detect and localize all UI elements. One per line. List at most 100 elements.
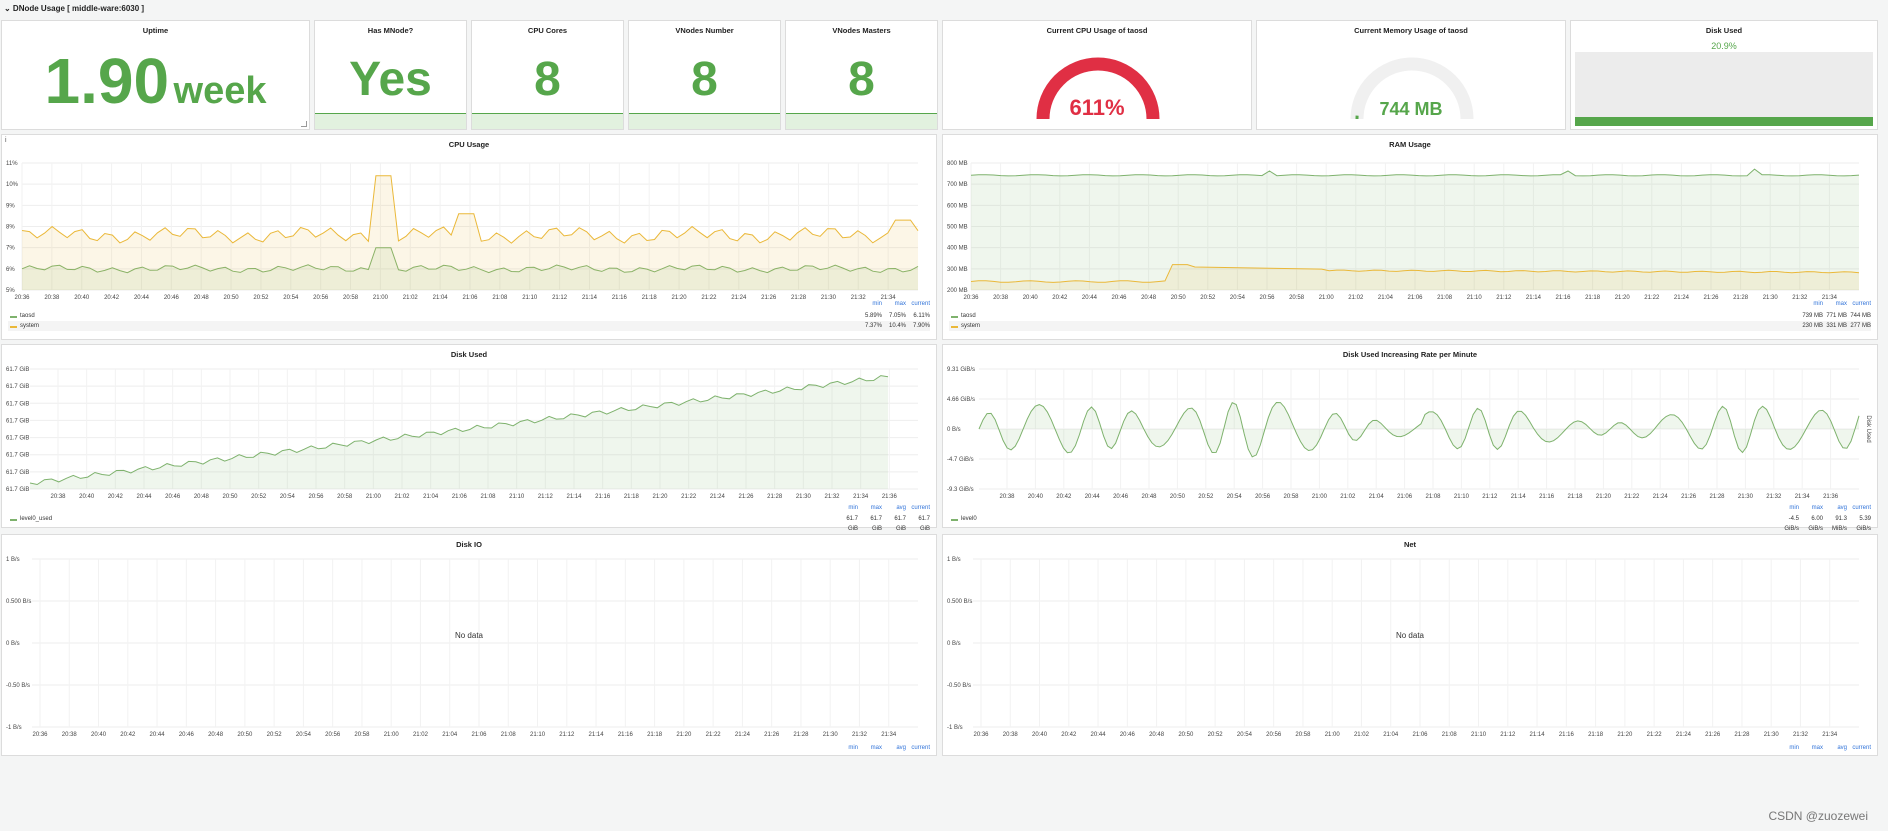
x-tick-label: 20:38 [50, 494, 66, 500]
x-tick-label: 21:34 [881, 295, 897, 301]
y-tick-label: 0.500 B/s [6, 599, 31, 605]
x-tick-label: 20:50 [1178, 732, 1194, 738]
legend-swatch [951, 315, 958, 318]
x-tick-label: 20:42 [120, 732, 136, 738]
x-tick-label: 21:32 [1792, 295, 1808, 301]
x-tick-label: 20:52 [1208, 732, 1224, 738]
y-tick-label: 61.7 GiB [6, 470, 29, 476]
uptime-panel[interactable]: Uptime 1.90 week [1, 20, 310, 130]
legend-head-min[interactable]: min [1813, 301, 1823, 307]
legend-head-avg[interactable]: avg [1837, 745, 1847, 751]
legend-item-system[interactable]: system 230 MB 331 MB 277 MB [949, 321, 1871, 331]
cpu-gauge-arc [1036, 57, 1160, 120]
y-axis-label: Disk Used [1865, 415, 1871, 442]
legend-head-current[interactable]: current [1852, 301, 1871, 307]
x-tick-label: 21:36 [1823, 494, 1839, 500]
x-tick-label: 20:46 [1111, 295, 1127, 301]
x-tick-label: 20:50 [1171, 295, 1187, 301]
disk-series-level0-used-area [30, 375, 888, 489]
cores-panel[interactable]: CPU Cores 8 [471, 20, 624, 130]
legend-current: 277 MB [1850, 323, 1871, 329]
x-tick-label: 20:44 [1091, 732, 1107, 738]
legend-head-max[interactable]: max [1811, 505, 1823, 511]
legend-head-max[interactable]: max [870, 745, 882, 751]
legend-head-current[interactable]: current [911, 505, 930, 511]
cpu-gauge-panel[interactable]: Current CPU Usage of taosd 611% [942, 20, 1252, 130]
legend-values: -4.5 GiB/s 6.00 GiB/s 91.3 MiB/s 5.39 GiB/s [1775, 514, 1871, 534]
x-tick-label: 20:38 [44, 295, 60, 301]
x-tick-label: 21:32 [1766, 494, 1782, 500]
rate-series-level0-area [979, 402, 1859, 457]
cpu-series-system-line [21, 175, 919, 244]
y-tick-label: 0.500 B/s [947, 599, 972, 605]
y-tick-label: 61.7 GiB [6, 453, 29, 459]
legend-head-max[interactable]: max [894, 301, 906, 307]
x-tick-label: 21:00 [384, 732, 400, 738]
net-panel[interactable]: Net 1 B/s 0.500 B/s 0 B/s -0.50 B/s -1 B/s 20… [942, 534, 1878, 756]
cpu-usage-panel[interactable]: i CPU Usage 11% 10% 9% 8% 7% 6% 5% 20:36 20:38 20… [1, 134, 937, 340]
x-tick-label: 21:28 [791, 295, 807, 301]
legend-head-max[interactable]: max [1835, 301, 1847, 307]
legend-head-min[interactable]: min [872, 301, 882, 307]
legend-item-level0-used[interactable]: level0_used 61.7 GiB61.7 GiB61.7 GiB61.7… [8, 514, 930, 532]
legend-head-min[interactable]: min [848, 745, 858, 751]
vnodes-panel[interactable]: VNodes Number 8 [628, 20, 781, 130]
x-tick-label: 21:26 [764, 732, 780, 738]
disk-used-panel[interactable]: Disk Used 61.7 GiB 61.7 GiB 61.7 GiB 61.7 G… [1, 344, 937, 532]
cpu-series-taosd-line [21, 247, 919, 274]
disk-io-panel[interactable]: Disk IO 1 B/s 0.500 B/s 0 B/s -0.50 B/s -1 B… [1, 534, 937, 756]
mnode-value: Yes [349, 53, 432, 106]
x-tick-label: 20:54 [1230, 295, 1246, 301]
resize-handle-icon[interactable] [301, 121, 307, 127]
legend-max: 331 MB [1826, 323, 1847, 329]
legend-head-current[interactable]: current [911, 745, 930, 751]
x-tick-label: 20:54 [283, 295, 299, 301]
x-tick-label: 21:14 [1511, 494, 1527, 500]
x-tick-label: 20:46 [1120, 732, 1136, 738]
legend-head-min[interactable]: min [848, 505, 858, 511]
legend-head-current[interactable]: current [1852, 745, 1871, 751]
legend-head-avg[interactable]: avg [1837, 505, 1847, 511]
legend-min: -4.5 GiB/s [1784, 516, 1799, 532]
legend-item-taosd[interactable]: taosd 5.89% 7.05% 6.11% [8, 311, 930, 321]
x-tick-label: 20:48 [1149, 732, 1165, 738]
legend-min: 7.37% [864, 323, 882, 329]
x-tick-label: 21:04 [1369, 494, 1385, 500]
disk-rate-panel[interactable]: Disk Used Increasing Rate per Minute 9.3… [942, 344, 1878, 532]
legend-head-max[interactable]: max [870, 505, 882, 511]
sparkline [786, 113, 937, 129]
legend-head-min[interactable]: min [1789, 505, 1799, 511]
x-tick-label: 20:48 [1141, 494, 1157, 500]
x-tick-label: 21:02 [394, 494, 410, 500]
x-tick-label: 21:34 [853, 494, 869, 500]
legend-current: 7.90% [912, 323, 930, 329]
x-tick-label: 21:02 [1340, 494, 1356, 500]
legend-head-max[interactable]: max [1811, 745, 1823, 751]
x-tick-label: 20:44 [136, 494, 152, 500]
legend-head-current[interactable]: current [1852, 505, 1871, 511]
legend-head-avg[interactable]: avg [896, 505, 906, 511]
no-data-message: No data [1395, 631, 1425, 640]
legend-head-min[interactable]: min [1789, 745, 1799, 751]
y-tick-label: 61.7 GiB [6, 436, 29, 442]
legend-item-system[interactable]: system 7.37% 10.4% 7.90% [8, 321, 930, 331]
ram-usage-panel[interactable]: RAM Usage 800 MB 700 MB 600 MB 500 MB 400 MB… [942, 134, 1878, 340]
legend-item-level0[interactable]: level0 -4.5 GiB/s 6.00 GiB/s 91.3 MiB/s 5.3… [949, 514, 1871, 532]
x-tick-label: 20:56 [325, 732, 341, 738]
x-tick-label: 20:56 [1259, 295, 1275, 301]
legend-item-taosd[interactable]: taosd 739 MB 771 MB 744 MB [949, 311, 1871, 321]
x-tick-label: 20:42 [104, 295, 120, 301]
x-tick-label: 21:18 [1585, 295, 1601, 301]
legend-head-avg[interactable]: avg [896, 745, 906, 751]
info-icon[interactable]: i [5, 137, 7, 144]
legend-head-current[interactable]: current [911, 301, 930, 307]
disk-gauge-panel[interactable]: Disk Used 20.9% [1570, 20, 1878, 130]
x-tick-label: 21:08 [1425, 494, 1441, 500]
row-header[interactable]: ⌄ DNode Usage [ middle-ware:6030 ] [4, 4, 145, 13]
ram-series-system-line [970, 264, 1860, 283]
mnode-panel[interactable]: Has MNode? Yes [314, 20, 467, 130]
mem-gauge-panel[interactable]: Current Memory Usage of taosd 744 MB [1256, 20, 1566, 130]
masters-panel[interactable]: VNodes Masters 8 [785, 20, 938, 130]
x-tick-label: 20:58 [1289, 295, 1305, 301]
y-tick-label: 400 MB [947, 246, 968, 252]
